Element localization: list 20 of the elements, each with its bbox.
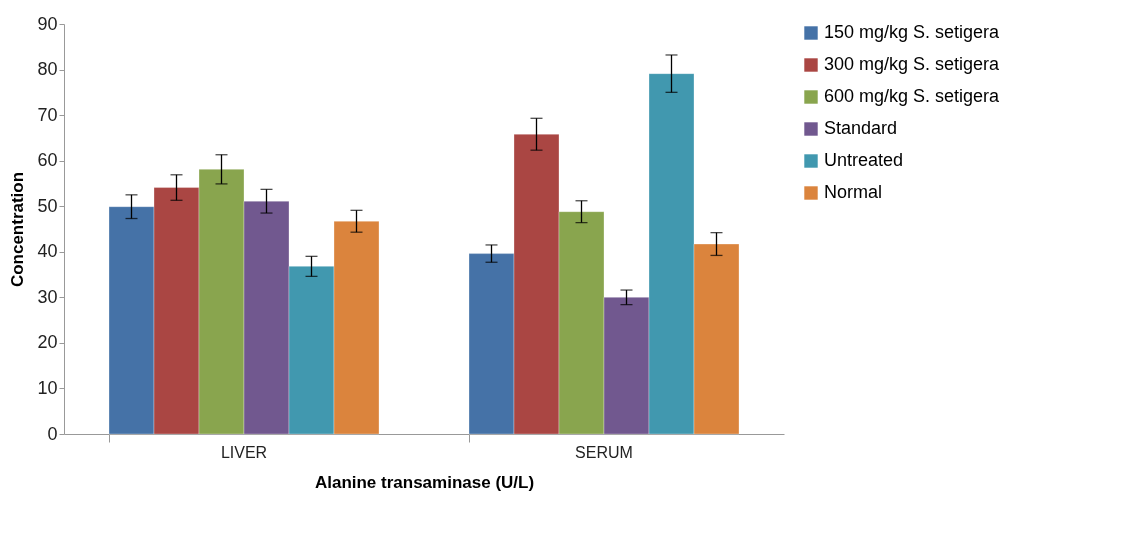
y-tick-label: 80 <box>37 59 58 80</box>
y-tick-label: 70 <box>37 104 58 125</box>
y-tick-label: 0 <box>47 423 58 444</box>
legend-label: Standard <box>824 118 898 138</box>
x-tick-label: SERUM <box>575 443 633 461</box>
y-tick-label: 20 <box>37 332 58 353</box>
y-tick-label: 60 <box>37 150 58 171</box>
y-tick-label: 10 <box>37 377 58 398</box>
y-tick-label: 30 <box>37 286 58 307</box>
legend-label: 150 mg/kg S. setigera <box>824 22 1001 42</box>
y-axis-title: Concentration <box>8 171 28 288</box>
legend-label: Untreated <box>824 150 904 170</box>
legend-label: 600 mg/kg S. setigera <box>824 86 1001 106</box>
x-tick-label: LIVER <box>220 443 268 461</box>
x-axis-title: Alanine transaminase (U/L) <box>314 472 535 492</box>
y-tick-label: 50 <box>37 195 58 216</box>
y-tick-label: 90 <box>37 13 58 34</box>
y-tick-label: 40 <box>37 241 58 262</box>
legend-label: 300 mg/kg S. setigera <box>824 54 1001 74</box>
legend-label: Normal <box>824 182 883 202</box>
